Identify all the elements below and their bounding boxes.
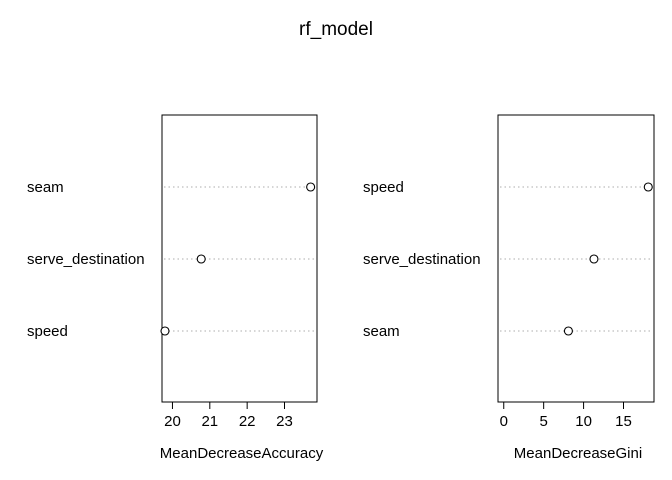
panel-2-point-serve_destination (589, 254, 599, 264)
panel-1-point-speed (160, 326, 170, 336)
panel-1-tick-label-21: 21 (201, 413, 218, 430)
panel-1-tick-label-20: 20 (164, 413, 181, 430)
panel-2-point-seam (563, 326, 573, 336)
panel-1-tick-label-23: 23 (276, 413, 293, 430)
panel-2-tick-label-5: 5 (539, 413, 547, 430)
panel-1-label-speed: speed (27, 323, 68, 340)
panel-2-label-speed: speed (363, 179, 404, 196)
panel-1-point-serve_destination (196, 254, 206, 264)
panel-2-x-axis-label: MeanDecreaseGini (514, 445, 642, 462)
panel-2-label-serve_destination: serve_destination (363, 251, 481, 268)
panel-1-label-seam: seam (27, 179, 64, 196)
panel-1-frame (161, 114, 318, 403)
panel-1-point-seam (306, 182, 316, 192)
panel-2-label-seam: seam (363, 323, 400, 340)
panel-2-point-speed (643, 182, 653, 192)
panel-2-tick-label-15: 15 (615, 413, 632, 430)
panel-2-tick-label-10: 10 (575, 413, 592, 430)
panel-2-tick-label-0: 0 (500, 413, 508, 430)
panel-1-tick-label-22: 22 (239, 413, 256, 430)
panel-1-label-serve_destination: serve_destination (27, 251, 145, 268)
panel-1-x-axis-label: MeanDecreaseAccuracy (160, 445, 324, 462)
chart-title: rf_model (299, 19, 373, 40)
